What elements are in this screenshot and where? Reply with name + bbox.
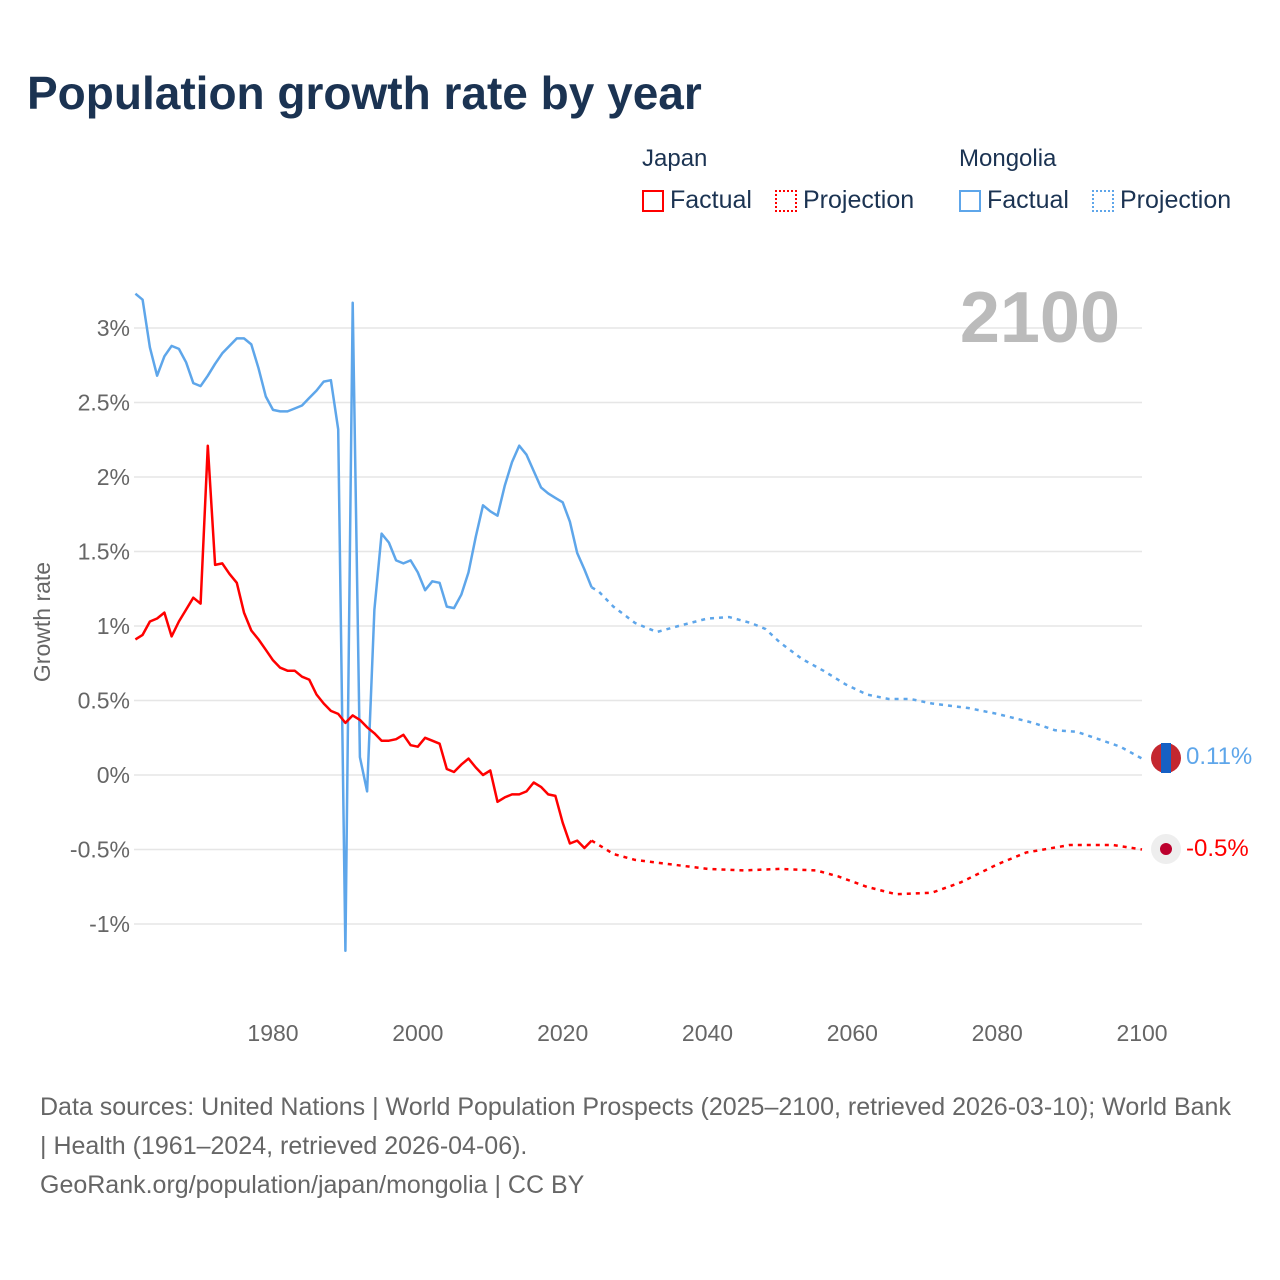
line-chart: 3% 2.5% 2% 1.5% 1% 0.5% 0% -0.5% -1% 1980 2000 2020… <box>29 278 1252 1046</box>
legend-mongolia-projection[interactable]: Projection <box>1092 186 1231 215</box>
y-tick-label: -0.5% <box>70 837 130 863</box>
y-tick-label: -1% <box>89 911 130 937</box>
legend-mongolia-heading: Mongolia <box>959 145 1057 172</box>
legend-label: Factual <box>987 186 1069 214</box>
solid-swatch-icon <box>642 189 664 212</box>
legend-label: Projection <box>803 186 915 214</box>
japan-end-value: -0.5% <box>1186 835 1249 862</box>
y-tick-label: 3% <box>97 315 130 341</box>
mongolia-end-value: 0.11% <box>1186 743 1252 770</box>
dotted-swatch-icon <box>1092 189 1114 212</box>
solid-swatch-icon <box>959 189 981 212</box>
x-tick-label: 2060 <box>827 1020 878 1046</box>
legend-japan-factual[interactable]: Factual <box>642 186 752 215</box>
flag-stripe <box>1161 743 1171 773</box>
x-tick-label: 2020 <box>537 1020 588 1046</box>
japan-factual-line <box>134 444 593 850</box>
mongolia-projection-line <box>590 586 1143 760</box>
y-tick-label: 1.5% <box>78 539 130 565</box>
legend-mongolia-factual[interactable]: Factual <box>959 186 1069 215</box>
dotted-swatch-icon <box>775 189 797 212</box>
x-tick-label: 1980 <box>247 1020 298 1046</box>
legend-japan-projection[interactable]: Projection <box>775 186 914 215</box>
japan-flag-marker[interactable] <box>1151 834 1181 864</box>
x-tick-label: 2040 <box>682 1020 733 1046</box>
chart-title: Population growth rate by year <box>27 67 702 119</box>
legend-label: Projection <box>1120 186 1232 214</box>
data-sources: Data sources: United Nations | World Pop… <box>40 1093 1231 1160</box>
y-tick-label: 2.5% <box>78 390 130 416</box>
flag-disc <box>1160 843 1172 855</box>
y-axis-label: Growth rate <box>29 562 55 682</box>
legend-japan-heading: Japan <box>642 145 708 172</box>
credit-link[interactable]: GeoRank.org/population/japan/mongolia | … <box>40 1171 585 1199</box>
y-tick-label: 2% <box>97 464 130 490</box>
y-tick-label: 0.5% <box>78 688 130 714</box>
x-tick-label: 2080 <box>972 1020 1023 1046</box>
x-tick-label: 2000 <box>392 1020 443 1046</box>
mongolia-factual-line <box>134 292 593 953</box>
footer: Data sources: United Nations | World Pop… <box>40 1088 1240 1205</box>
y-tick-label: 1% <box>97 613 130 639</box>
current-year-label: 2100 <box>960 278 1120 358</box>
y-tick-label: 0% <box>97 762 130 788</box>
japan-projection-line <box>590 839 1143 896</box>
mongolia-flag-marker[interactable] <box>1151 743 1181 773</box>
legend-label: Factual <box>670 186 752 214</box>
x-tick-label: 2100 <box>1116 1020 1167 1046</box>
